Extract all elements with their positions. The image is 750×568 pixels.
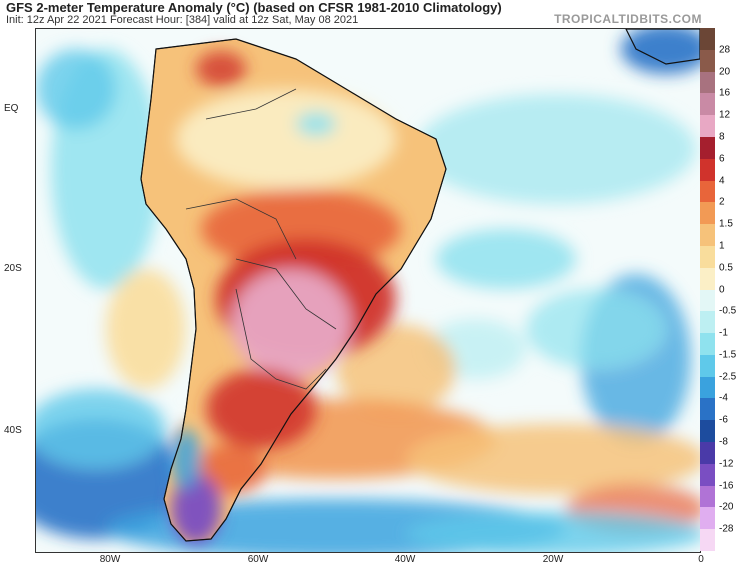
colorbar-swatch: [700, 333, 715, 356]
colorbar-label: -2.5: [719, 371, 737, 383]
colorbar-label: -12: [719, 458, 734, 470]
colorbar-label: -16: [719, 480, 734, 492]
colorbar-label: 6: [719, 153, 725, 165]
lon-label-20w: 20W: [542, 554, 564, 565]
colorbar-swatch: [700, 115, 715, 138]
brand-logo: TROPICALTIDBITS.COM: [554, 12, 702, 26]
colorbar-label: 4: [719, 175, 725, 187]
colorbar-swatch: [700, 49, 715, 73]
colorbar-label: 12: [719, 109, 731, 121]
colorbar-swatch: [700, 267, 715, 290]
ocean-anomaly-field: [36, 29, 700, 552]
colorbar-swatch: [700, 529, 715, 552]
colorbar-swatch: [700, 311, 715, 334]
colorbar-swatch: [700, 507, 715, 530]
colorbar-label: 20: [719, 66, 731, 78]
colorbar-swatch: [700, 28, 715, 51]
colorbar-swatch: [700, 289, 715, 312]
colorbar-swatch: [700, 224, 715, 247]
colorbar-label: -8: [719, 436, 728, 448]
lon-label-80w: 80W: [99, 554, 121, 565]
colorbar-label: 8: [719, 131, 725, 143]
colorbar-label: 0.5: [719, 262, 733, 274]
colorbar-label: 1: [719, 240, 725, 252]
colorbar-label: 16: [719, 87, 731, 99]
colorbar-label: -1.5: [719, 349, 737, 361]
anomaly-map: [35, 28, 701, 553]
lon-label-0: 0: [698, 554, 704, 565]
colorbar-label: -6: [719, 414, 728, 426]
lat-label-eq: EQ: [4, 103, 19, 114]
colorbar-swatch: [700, 485, 715, 508]
colorbar-swatch: [700, 442, 715, 465]
colorbar-swatch: [700, 180, 715, 203]
colorbar-swatch: [700, 354, 715, 378]
forecast-info: Init: 12z Apr 22 2021 Forecast Hour: [38…: [6, 14, 359, 26]
colorbar-label: -28: [719, 523, 734, 535]
colorbar-label: -0.5: [719, 305, 737, 317]
lon-label-40w: 40W: [394, 554, 416, 565]
country-borders: [185, 88, 337, 390]
colorbar-label: 0: [719, 284, 725, 295]
lat-label-40s: 40S: [4, 425, 22, 436]
colorbar-swatch: [700, 202, 715, 225]
map-title: GFS 2-meter Temperature Anomaly (°C) (ba…: [6, 0, 502, 15]
colorbar: 28 20 16 12 8 6 4 2 1.5 1 0.5 0 -0.5 -1 -1.5 -2.5 -4 -6 -8…: [700, 28, 749, 552]
colorbar-swatch: [700, 398, 715, 421]
coastline: [140, 38, 447, 542]
colorbar-swatch: [700, 376, 715, 399]
colorbar-label: 1.5: [719, 218, 733, 230]
land-anomaly-field: [171, 51, 401, 544]
colorbar-swatch: [700, 158, 715, 182]
colorbar-swatch: [700, 245, 715, 269]
colorbar-label: -20: [719, 501, 734, 513]
lon-label-60w: 60W: [247, 554, 269, 565]
colorbar-swatch: [700, 71, 715, 94]
colorbar-label: -1: [719, 327, 728, 339]
colorbar-swatch: [700, 420, 715, 443]
colorbar-label: 28: [719, 44, 731, 56]
africa-coast: [625, 29, 700, 65]
colorbar-swatch: [700, 93, 715, 116]
colorbar-label: 2: [719, 196, 725, 208]
lat-label-20s: 20S: [4, 263, 22, 274]
colorbar-swatch: [700, 136, 715, 160]
colorbar-label: -4: [719, 392, 728, 404]
colorbar-swatch: [700, 463, 715, 487]
